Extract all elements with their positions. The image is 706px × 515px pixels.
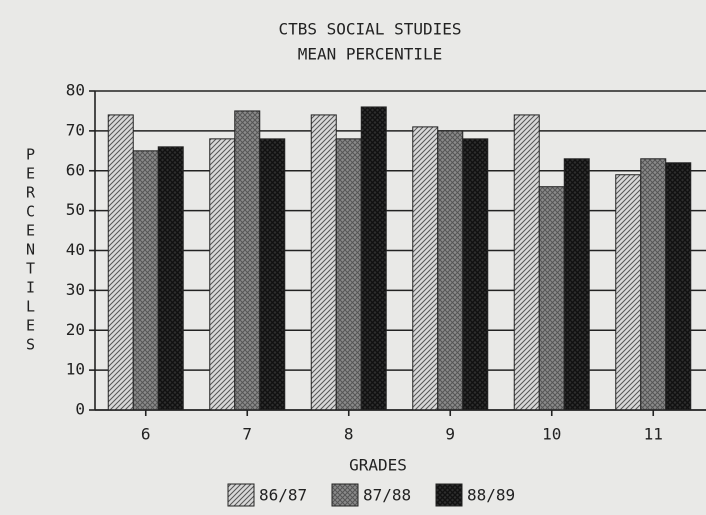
legend-swatch — [435, 483, 463, 507]
y-tick-label: 30 — [66, 280, 85, 299]
x-tick-label: 6 — [141, 425, 151, 444]
bar — [412, 126, 439, 411]
y-tick-label: 20 — [66, 320, 85, 339]
bar — [462, 138, 489, 411]
x-tick-label: 10 — [542, 425, 561, 444]
chart-title: CTBS SOCIAL STUDIES — [278, 20, 461, 39]
y-tick-label: 40 — [66, 240, 85, 259]
y-tick-label: 70 — [66, 120, 85, 139]
legend-swatch — [331, 483, 359, 507]
bar — [259, 138, 286, 411]
legend-label: 88/89 — [467, 486, 515, 505]
bar — [209, 138, 236, 411]
bar — [107, 114, 134, 411]
legend-label: 87/88 — [363, 486, 411, 505]
legend-label: 86/87 — [259, 486, 307, 505]
x-tick-label: 9 — [445, 425, 455, 444]
bar — [132, 150, 159, 411]
x-tick-label: 11 — [644, 425, 663, 444]
chart-subtitle: MEAN PERCENTILE — [298, 45, 443, 64]
bar — [234, 110, 261, 411]
bar — [157, 146, 184, 411]
bar — [615, 174, 642, 411]
y-tick-label: 80 — [66, 81, 85, 100]
y-tick-label: 60 — [66, 160, 85, 179]
bar — [360, 106, 387, 411]
bar — [310, 114, 337, 411]
y-tick-label: 10 — [66, 360, 85, 379]
bar — [563, 158, 590, 411]
x-axis-label: GRADES — [349, 456, 407, 475]
bar — [665, 162, 692, 411]
bar — [437, 130, 464, 411]
y-tick-label: 0 — [75, 400, 85, 419]
y-tick-label: 50 — [66, 200, 85, 219]
bar — [640, 158, 667, 411]
x-tick-label: 7 — [242, 425, 252, 444]
bar — [513, 114, 540, 411]
y-axis-label: PERCENTILES — [22, 146, 40, 355]
bar — [335, 138, 362, 411]
x-tick-label: 8 — [344, 425, 354, 444]
legend-swatch — [227, 483, 255, 507]
bar — [538, 186, 565, 411]
